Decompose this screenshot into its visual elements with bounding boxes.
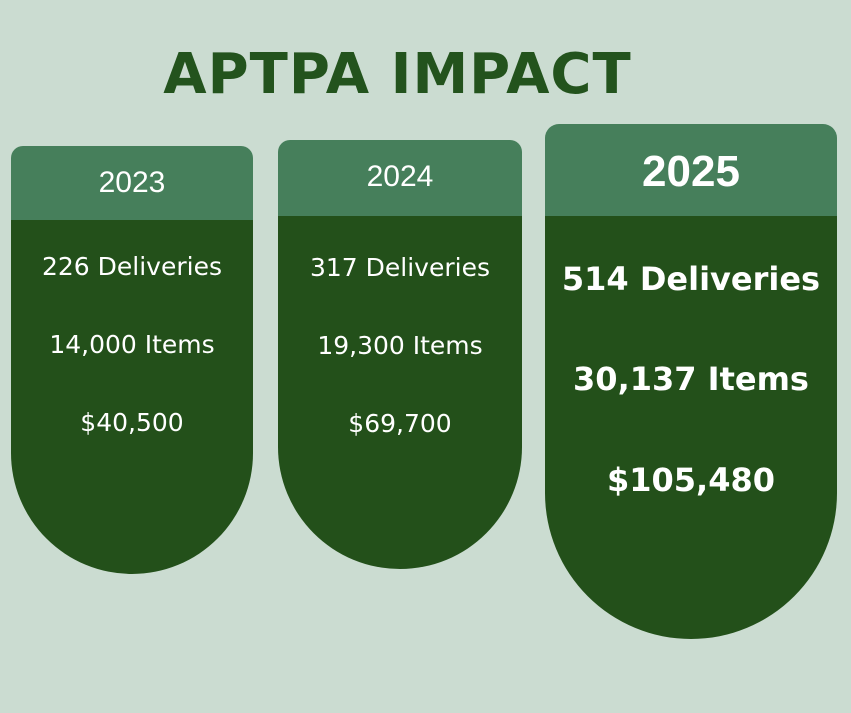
year-header: 2024 bbox=[278, 140, 522, 216]
page-title: APTPA IMPACT bbox=[163, 42, 632, 107]
amount-stat: $69,700 bbox=[348, 409, 452, 438]
items-stat: 14,000 Items bbox=[49, 330, 215, 359]
card-body: 226 Deliveries 14,000 Items $40,500 bbox=[11, 216, 253, 574]
card-2025: 514 Deliveries 30,137 Items $105,480 202… bbox=[545, 124, 837, 639]
card-body: 514 Deliveries 30,137 Items $105,480 bbox=[545, 212, 837, 639]
year-header: 2023 bbox=[11, 146, 253, 220]
amount-stat: $40,500 bbox=[80, 408, 184, 437]
amount-stat: $105,480 bbox=[606, 461, 775, 499]
deliveries-stat: 317 Deliveries bbox=[310, 253, 490, 282]
card-body: 317 Deliveries 19,300 Items $69,700 bbox=[278, 212, 522, 569]
items-stat: 19,300 Items bbox=[317, 331, 483, 360]
year-header: 2025 bbox=[545, 124, 837, 216]
card-2024: 317 Deliveries 19,300 Items $69,700 2024 bbox=[278, 140, 522, 569]
deliveries-stat: 514 Deliveries bbox=[561, 260, 821, 298]
card-2023: 226 Deliveries 14,000 Items $40,500 2023 bbox=[11, 146, 253, 574]
items-stat: 30,137 Items bbox=[573, 360, 809, 398]
deliveries-stat: 226 Deliveries bbox=[42, 252, 222, 281]
